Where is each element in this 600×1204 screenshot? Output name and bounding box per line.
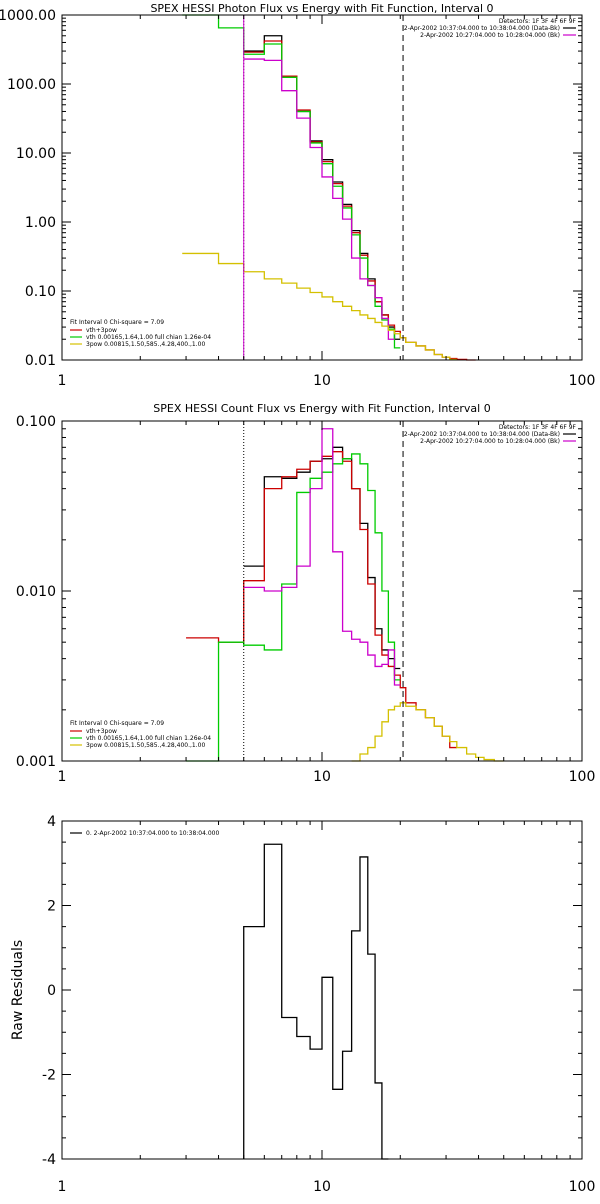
x-tick-label: 1 <box>58 769 67 785</box>
x-tick-label: 100 <box>569 373 596 389</box>
y-tick-label: 0.01 <box>25 353 56 369</box>
legend-right-entry: 2-Apr-2002 10:27:04.000 to 10:28:04.000 … <box>420 438 560 445</box>
x-tick-label: 100 <box>569 769 596 785</box>
x-tick-label: 10 <box>313 1179 331 1195</box>
plot-frame <box>61 14 583 361</box>
y-tick-label: 100.00 <box>7 77 56 93</box>
series-4-line <box>351 702 504 762</box>
y-tick-label: 1.00 <box>25 215 56 231</box>
series-3-line <box>243 428 401 686</box>
legend-left-entry: 3pow 0.00815,1.50,585.,4.28,400.,1.00 <box>86 341 205 348</box>
count-flux-chart: SPEX HESSI Count Flux vs Energy with Fit… <box>16 402 596 785</box>
residuals-panel: 1 10 100 -4 -2 0 2 4 Raw Residuals 0. 2-Apr-2002 … <box>0 795 600 1200</box>
series-0-line <box>243 843 389 1160</box>
legend-detectors: Detectors: 1F 3F 4F 6F 9F <box>499 424 577 431</box>
y-tick-label: 2 <box>47 899 56 915</box>
legend-left-entry: vth 0.00165,1.64,1.00 full chian 1.26e-0… <box>86 334 211 341</box>
x-tick-label: 10 <box>313 373 331 389</box>
legend-fit-header: Fit Interval 0 Chi-square = 7.09 <box>70 720 164 727</box>
x-tick-label: 1 <box>58 373 67 389</box>
chart-title: SPEX HESSI Photon Flux vs Energy with Fi… <box>150 2 493 15</box>
y-tick-label: -4 <box>42 1152 56 1168</box>
series-4-line <box>182 252 457 361</box>
chart-title: SPEX HESSI Count Flux vs Energy with Fit… <box>153 402 490 415</box>
y-tick-label: 0.10 <box>25 284 56 300</box>
series-2-line <box>182 14 401 349</box>
photon-flux-chart: SPEX HESSI Photon Flux vs Energy with Fi… <box>0 2 596 389</box>
y-axis-label: Raw Residuals <box>10 940 26 1040</box>
y-tick-label: 1000.00 <box>0 8 56 24</box>
x-tick-label: 100 <box>569 1179 596 1195</box>
y-tick-label: 0.010 <box>16 584 56 600</box>
series-1-line <box>186 451 457 749</box>
series-3-line <box>243 58 395 340</box>
legend-left-entry: vth 0.00165,1.64,1.00 full chian 1.26e-0… <box>86 735 211 742</box>
count-flux-panel: SPEX HESSI Count Flux vs Energy with Fit… <box>0 395 600 790</box>
series-2-line <box>186 453 401 762</box>
legend-right-entry: 2-Apr-2002 10:37:04.000 to 10:38:04.000 … <box>404 25 560 32</box>
x-tick-label: 1 <box>58 1179 67 1195</box>
y-tick-label: 4 <box>47 814 56 830</box>
residuals-chart: 1 10 100 -4 -2 0 2 4 Raw Residuals 0. 2-Apr-2002 … <box>10 814 596 1195</box>
photon-flux-panel: SPEX HESSI Photon Flux vs Energy with Fi… <box>0 0 600 390</box>
y-tick-label: 0.001 <box>16 754 56 770</box>
x-tick-label: 10 <box>313 769 331 785</box>
legend-detectors: Detectors: 1F 3F 4F 6F 9F <box>499 18 577 25</box>
legend-left-entry: vth+3pow <box>86 327 117 334</box>
y-tick-label: 0 <box>47 983 56 999</box>
legend-left-entry: 3pow 0.00815,1.50,585.,4.28,400.,1.00 <box>86 742 205 749</box>
y-tick-label: 10.00 <box>16 146 56 162</box>
legend-right-entry: 2-Apr-2002 10:27:04.000 to 10:28:04.000 … <box>420 32 560 39</box>
legend-right-entry: 2-Apr-2002 10:37:04.000 to 10:38:04.000 … <box>404 431 560 438</box>
legend-left-entry: vth+3pow <box>86 728 117 735</box>
legend-residual-entry: 0. 2-Apr-2002 10:37:04.000 to 10:38:04.0… <box>86 830 219 837</box>
y-tick-label: -2 <box>42 1068 56 1084</box>
y-tick-label: 0.100 <box>16 414 56 430</box>
legend-fit-header: Fit Interval 0 Chi-square = 7.09 <box>70 319 164 326</box>
